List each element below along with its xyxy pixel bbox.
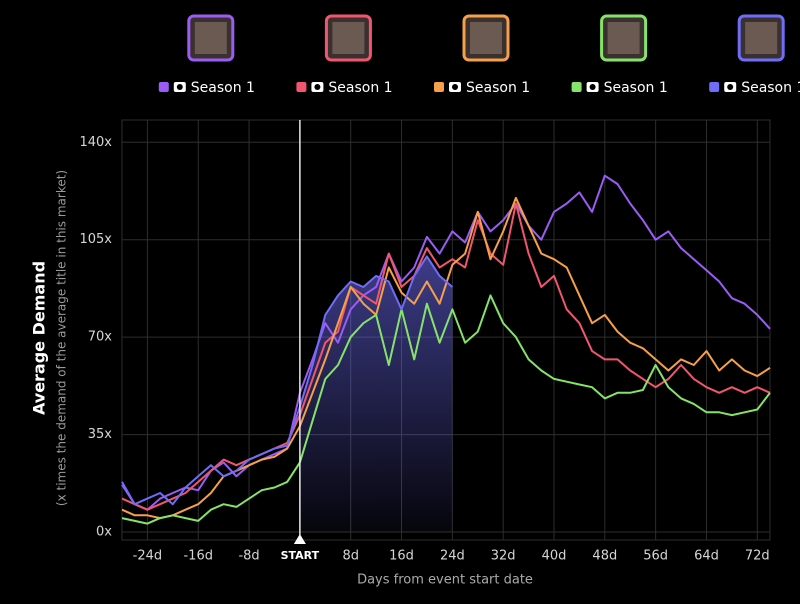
x-tick-label: 24d [440,549,465,564]
plot [121,174,771,532]
series-line [121,294,771,525]
legend-label: Season 1 [191,80,255,96]
legend-swatch [434,82,444,92]
thumbnail-image [332,22,365,54]
x-tick-label: 32d [491,549,516,564]
legend-label: Season 1 [741,80,800,96]
legend-swatch [709,82,720,92]
y-subtitle: (x times the demand of the average title… [55,170,69,506]
series-line [121,255,454,506]
legend-swatch [158,82,169,92]
series-line [121,202,771,511]
thumbnail-image [194,22,227,54]
y-tick-label: 35x [88,427,113,442]
x-tick-label: 48d [592,549,617,564]
thumbnail-image [745,22,778,54]
thumbnail-image [607,22,640,54]
y-tick-label: 140x [79,135,112,150]
legend-label: Season 1 [604,80,668,96]
x-tick-label: -16d [183,549,213,564]
legend-icon-dot [452,84,458,90]
legend-swatch [571,82,582,92]
thumbnail-image [470,22,502,54]
legend-icon-dot [314,84,321,90]
thumbnail [600,14,648,62]
axes: Average Demand (x times the demand of th… [30,135,770,588]
legend-icon-dot [589,84,596,90]
legend-label: Season 1 [466,80,530,96]
legend-swatch [296,82,307,92]
x-tick-label: 16d [389,549,414,564]
x-tick-label: 56d [643,549,668,564]
y-tick-label: 105x [79,232,112,247]
y-tick-label: 70x [88,330,113,345]
thumbnail [462,14,510,62]
legend: Season 1 Season 1 Season 1 Season 1 Season 1 [158,80,800,96]
x-tick-label: 8d [342,549,359,564]
x-tick-label: 40d [542,549,567,564]
x-tick-label: -8d [238,549,259,564]
thumbnail [187,14,235,62]
y-title: Average Demand [30,261,49,415]
legend-icon-dot [727,84,734,90]
plot-frame [121,119,771,541]
x-tick-label: 64d [694,549,719,564]
x-tick-label: 72d [745,549,770,564]
x-title: Days from event start date [357,573,533,588]
series-area [299,256,453,532]
y-tick-label: 0x [96,525,112,540]
thumbnail [737,14,785,62]
x-tick-label: START [281,549,320,562]
series-line [121,174,771,511]
x-tick-label: -24d [133,549,163,564]
legend-icon-dot [176,84,183,90]
thumbnail [324,14,372,62]
legend-label: Season 1 [328,80,392,96]
start-marker [293,534,306,544]
thumbnails [187,14,785,62]
